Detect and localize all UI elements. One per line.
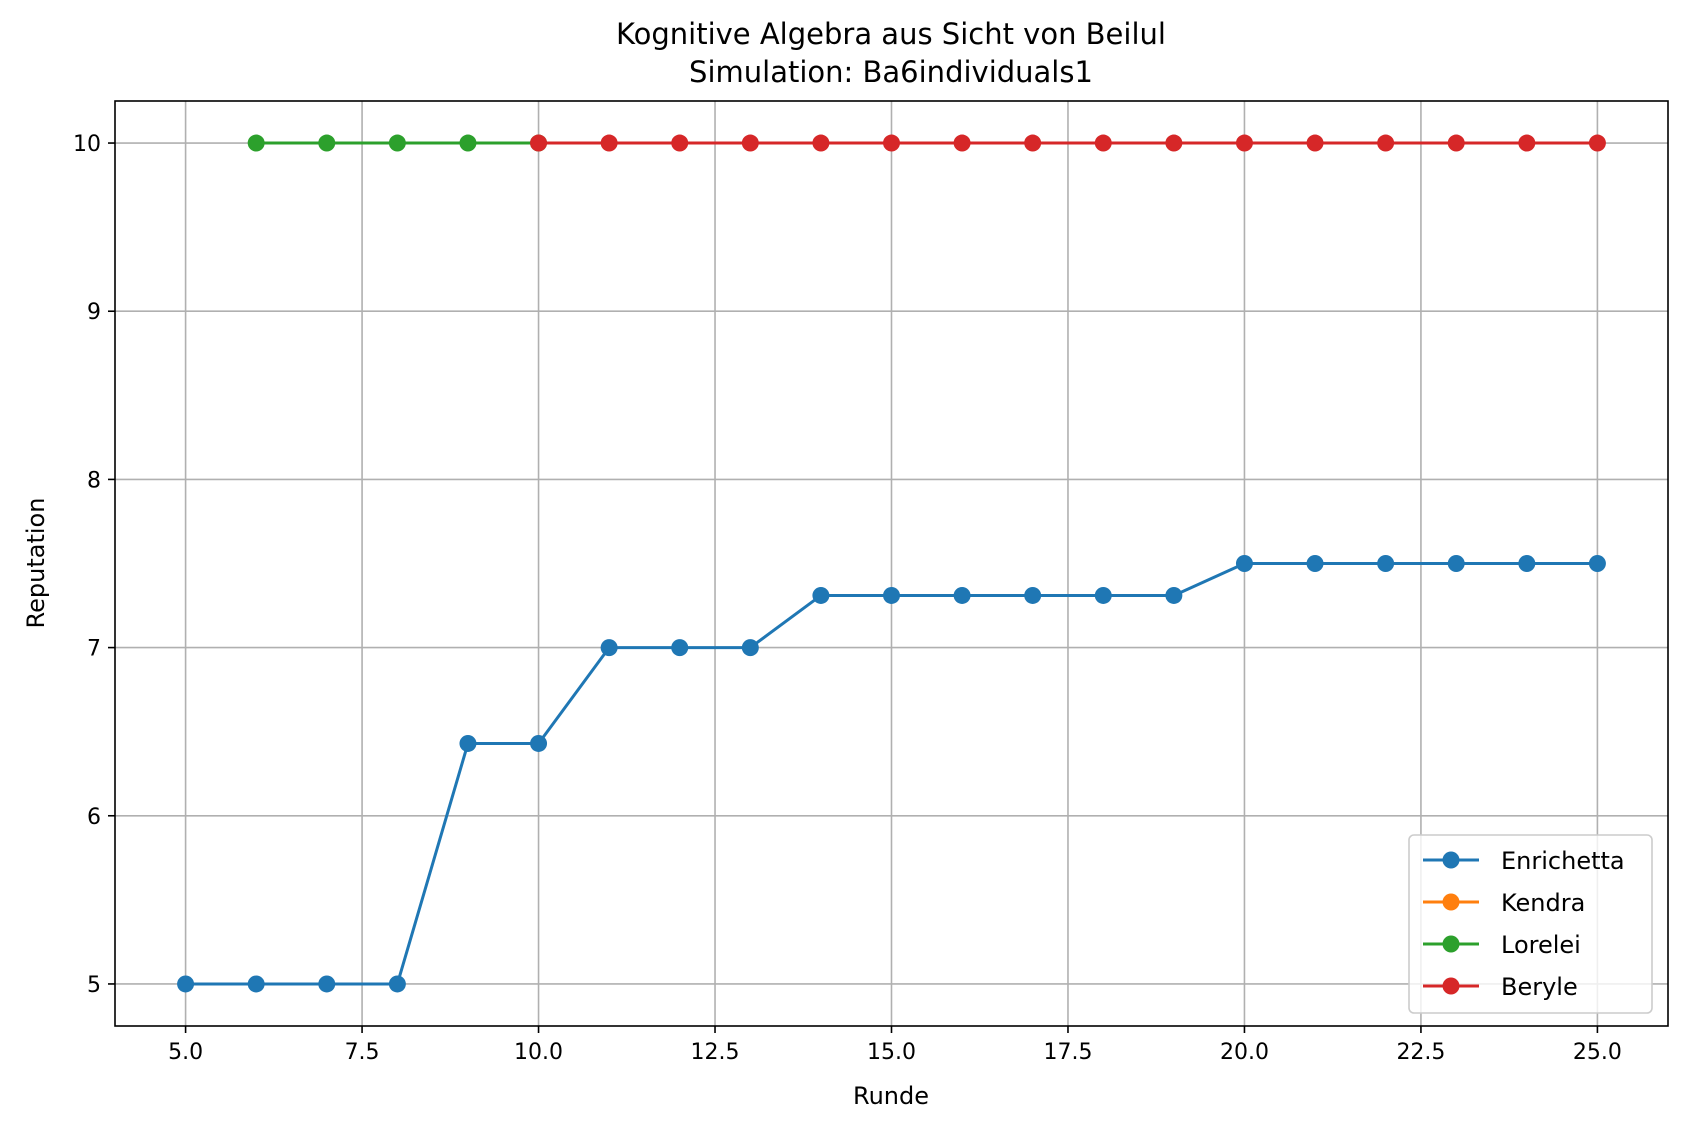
legend: Enrichetta Kendra Lorelei Beryle (1408, 834, 1653, 1014)
x-axis-label: Runde (853, 1082, 929, 1110)
legend-label-kendra: Kendra (1501, 889, 1585, 917)
data-point-enrichetta (1377, 555, 1395, 572)
data-point-beryle (1306, 134, 1324, 152)
legend-label-beryle: Beryle (1501, 973, 1578, 1001)
data-point-enrichetta (1306, 555, 1324, 572)
x-tick-label: 17.5 (1043, 1040, 1092, 1065)
data-point-beryle (1518, 134, 1536, 152)
data-point-enrichetta (318, 975, 336, 993)
x-tick-label: 15.0 (867, 1040, 916, 1065)
data-point-enrichetta (247, 975, 265, 993)
x-tick-label: 25.0 (1573, 1040, 1622, 1065)
data-point-lorelei (459, 134, 477, 152)
legend-item-lorelei: Lorelei (1423, 931, 1581, 959)
x-tick-label: 5.0 (168, 1040, 203, 1065)
legend-item-beryle: Beryle (1423, 973, 1578, 1001)
legend-box (1408, 834, 1653, 1014)
data-point-beryle (883, 134, 900, 152)
data-point-enrichetta (1588, 555, 1606, 572)
y-axis-label: Reputation (22, 498, 50, 629)
legend-item-enrichetta: Enrichetta (1423, 847, 1625, 875)
x-tick-label: 7.5 (345, 1040, 380, 1065)
data-point-beryle (530, 134, 548, 152)
data-point-beryle (812, 134, 830, 152)
data-point-enrichetta (1094, 586, 1112, 604)
data-point-enrichetta (1024, 586, 1042, 604)
x-tick-label: 12.5 (691, 1040, 740, 1065)
data-point-beryle (671, 134, 689, 152)
legend-label-lorelei: Lorelei (1501, 931, 1581, 959)
legend-item-kendra: Kendra (1423, 889, 1585, 917)
series-layer (177, 134, 1606, 993)
y-tick-label: 5 (87, 973, 101, 998)
data-point-enrichetta (388, 975, 406, 993)
legend-marker-kendra (1442, 893, 1460, 911)
legend-marker-lorelei (1442, 935, 1460, 953)
legend-marker-enrichetta (1442, 851, 1460, 869)
data-point-enrichetta (530, 734, 548, 752)
chart-title: Kognitive Algebra aus Sicht von Beilul (616, 17, 1166, 51)
legend-marker-beryle (1442, 977, 1460, 995)
y-tick-label: 10 (73, 132, 101, 157)
data-point-enrichetta (1165, 586, 1183, 604)
data-point-enrichetta (953, 586, 971, 604)
data-point-enrichetta (177, 975, 195, 993)
data-point-enrichetta (741, 639, 759, 657)
data-point-beryle (1447, 134, 1465, 152)
data-point-enrichetta (1235, 555, 1253, 572)
y-tick-label: 8 (87, 468, 101, 493)
data-point-beryle (1235, 134, 1253, 152)
series-beryle (530, 134, 1606, 152)
data-point-beryle (1165, 134, 1183, 152)
data-point-lorelei (247, 134, 265, 152)
data-point-beryle (1377, 134, 1395, 152)
y-axis: 5 6 7 8 9 10 (73, 132, 115, 998)
y-tick-label: 7 (87, 637, 101, 662)
x-tick-label: 10.0 (514, 1040, 563, 1065)
data-point-enrichetta (459, 734, 477, 752)
y-tick-label: 9 (87, 300, 101, 325)
series-lorelei (247, 134, 548, 152)
series-enrichetta (177, 555, 1606, 993)
data-point-enrichetta (812, 586, 830, 604)
data-point-beryle (953, 134, 971, 152)
data-point-beryle (741, 134, 759, 152)
data-point-enrichetta (671, 639, 689, 657)
x-tick-label: 20.0 (1220, 1040, 1269, 1065)
data-point-enrichetta (1518, 555, 1536, 572)
data-point-beryle (1588, 134, 1606, 152)
legend-label-enrichetta: Enrichetta (1501, 847, 1625, 875)
data-point-beryle (1024, 134, 1042, 152)
y-tick-label: 6 (87, 805, 101, 830)
data-point-enrichetta (600, 639, 618, 657)
chart-subtitle: Simulation: Ba6individuals1 (689, 55, 1093, 89)
data-point-beryle (600, 134, 618, 152)
legend-entries: Enrichetta Kendra Lorelei Beryle (1423, 847, 1625, 1001)
data-point-enrichetta (1447, 555, 1465, 572)
data-point-enrichetta (883, 586, 900, 604)
data-point-lorelei (318, 134, 336, 152)
x-axis: 5.0 7.5 10.0 12.5 15.0 17.5 20.0 22.5 25.0 (168, 1026, 1622, 1065)
data-point-lorelei (388, 134, 406, 152)
data-point-beryle (1094, 134, 1112, 152)
x-tick-label: 22.5 (1396, 1040, 1445, 1065)
